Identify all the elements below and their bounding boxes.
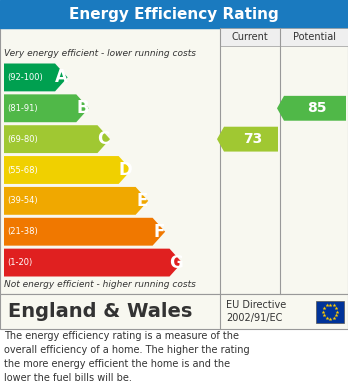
- Text: 73: 73: [243, 132, 263, 146]
- Text: Current: Current: [232, 32, 268, 42]
- Text: The energy efficiency rating is a measure of the
overall efficiency of a home. T: The energy efficiency rating is a measur…: [4, 331, 250, 383]
- Polygon shape: [4, 125, 110, 153]
- Text: EU Directive
2002/91/EC: EU Directive 2002/91/EC: [226, 300, 286, 323]
- Text: F: F: [153, 223, 165, 241]
- Polygon shape: [4, 156, 131, 184]
- Text: (39-54): (39-54): [7, 196, 38, 205]
- Text: E: E: [136, 192, 148, 210]
- Polygon shape: [4, 94, 89, 122]
- Bar: [280, 28, 348, 46]
- Text: (1-20): (1-20): [7, 258, 32, 267]
- Text: A: A: [55, 68, 68, 86]
- Text: C: C: [97, 130, 110, 148]
- Text: Very energy efficient - lower running costs: Very energy efficient - lower running co…: [4, 49, 196, 58]
- Bar: [0, 294, 348, 329]
- Text: Potential: Potential: [293, 32, 335, 42]
- Text: B: B: [76, 99, 89, 117]
- Bar: [220, 28, 280, 46]
- Text: (69-80): (69-80): [7, 135, 38, 143]
- Polygon shape: [4, 187, 148, 215]
- Polygon shape: [4, 218, 165, 246]
- Text: (55-68): (55-68): [7, 165, 38, 174]
- Polygon shape: [4, 249, 182, 276]
- Text: England & Wales: England & Wales: [8, 302, 192, 321]
- Text: D: D: [118, 161, 132, 179]
- Text: 85: 85: [307, 101, 327, 115]
- Polygon shape: [277, 96, 346, 121]
- Bar: [0, 28, 348, 294]
- Text: G: G: [169, 254, 183, 272]
- Text: Energy Efficiency Rating: Energy Efficiency Rating: [69, 7, 279, 22]
- Bar: [0, 0, 348, 28]
- Text: (92-100): (92-100): [7, 73, 43, 82]
- Bar: [316, 301, 344, 323]
- Polygon shape: [217, 127, 278, 152]
- Text: (21-38): (21-38): [7, 227, 38, 236]
- Text: Not energy efficient - higher running costs: Not energy efficient - higher running co…: [4, 280, 196, 289]
- Text: (81-91): (81-91): [7, 104, 38, 113]
- Polygon shape: [4, 63, 68, 91]
